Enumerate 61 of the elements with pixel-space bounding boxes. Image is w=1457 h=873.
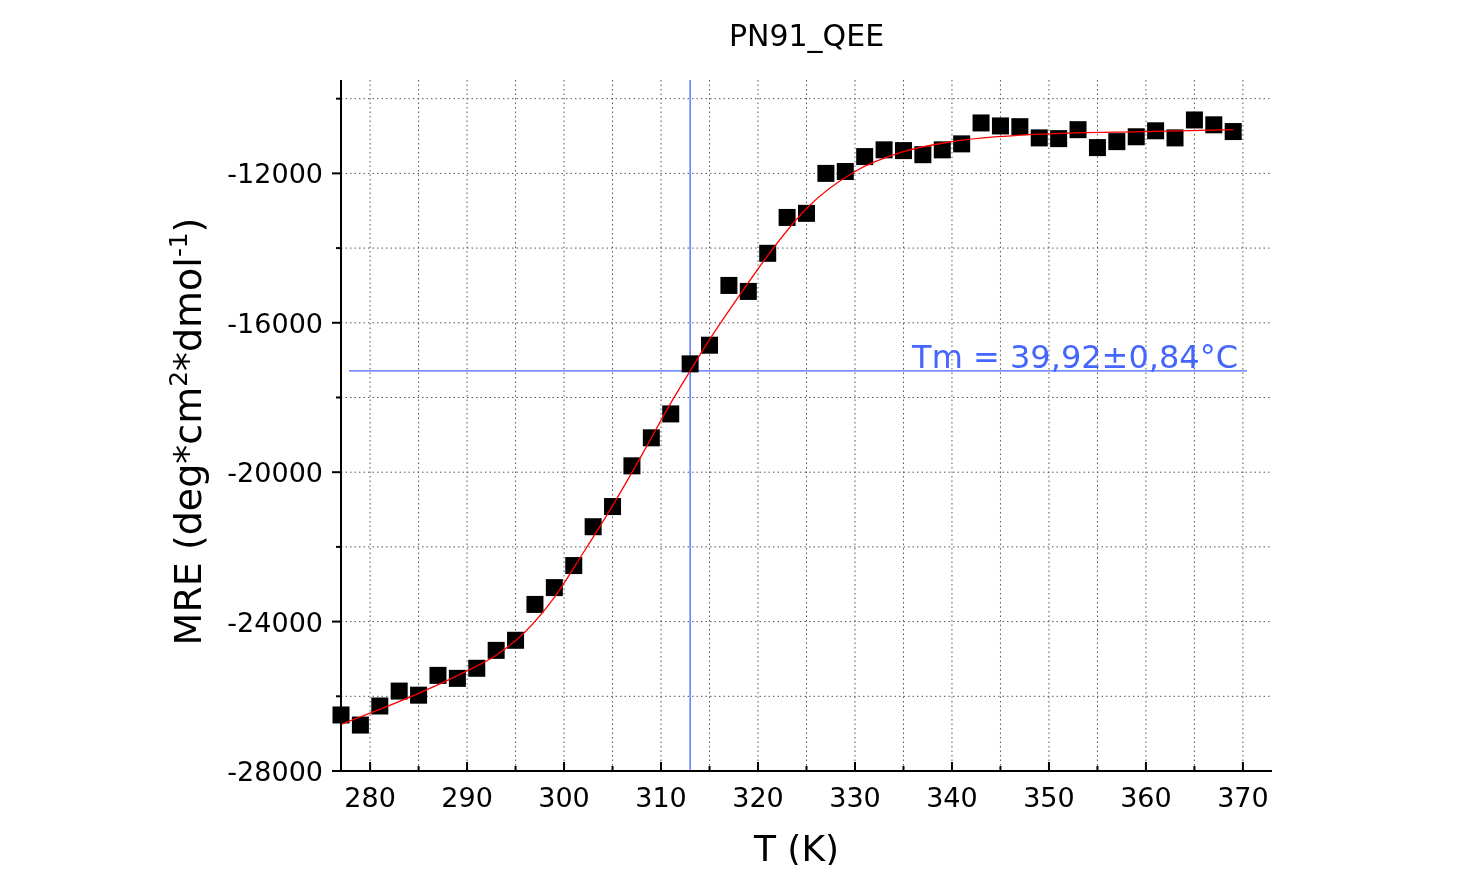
point	[642, 429, 660, 447]
point	[1088, 139, 1106, 157]
point	[856, 148, 874, 166]
point	[681, 355, 699, 373]
point	[798, 204, 815, 222]
point	[933, 141, 951, 159]
point	[1011, 118, 1029, 136]
x-tick-label: 290	[441, 782, 493, 813]
x-tick-label: 360	[1120, 782, 1172, 813]
point	[448, 669, 466, 687]
point	[1050, 130, 1068, 148]
point	[1205, 116, 1223, 134]
point	[526, 595, 544, 613]
chart-title: PN91_QEE	[728, 18, 885, 53]
point	[390, 682, 408, 700]
annotation: Tm = 39,92±0,84°C	[911, 338, 1238, 377]
point	[914, 146, 932, 164]
x-tick-label: 280	[344, 782, 396, 813]
x-tick-label: 340	[926, 782, 978, 813]
point	[468, 659, 486, 677]
point	[487, 641, 505, 659]
x-tick-label: 330	[829, 782, 881, 813]
point	[778, 208, 796, 226]
point	[1147, 122, 1165, 140]
point	[1166, 129, 1184, 147]
y-tick-label: -16000	[227, 307, 323, 339]
y-tick-label: -28000	[227, 756, 323, 787]
point	[972, 114, 990, 132]
x-tick-label: 320	[732, 782, 784, 813]
x-tick-label: 310	[635, 782, 687, 813]
point	[371, 697, 389, 715]
point	[720, 276, 738, 294]
point	[545, 579, 563, 597]
point	[1030, 129, 1048, 147]
x-tick-label: 350	[1023, 782, 1075, 813]
y-tick-label: -24000	[227, 606, 323, 638]
point	[351, 716, 369, 734]
point	[991, 117, 1009, 135]
y-tick-label: -20000	[227, 457, 323, 489]
point	[410, 686, 428, 704]
point	[836, 163, 854, 181]
point	[1127, 128, 1145, 146]
point	[701, 336, 719, 354]
point	[875, 141, 893, 159]
point	[739, 282, 757, 300]
point	[953, 135, 971, 153]
y-tick-label: -12000	[227, 158, 323, 190]
point	[604, 498, 622, 516]
point	[1185, 111, 1203, 129]
x-tick-label: 370	[1217, 782, 1269, 813]
point	[1069, 121, 1087, 139]
point	[894, 142, 912, 160]
x-tick-label: 300	[538, 782, 590, 813]
point	[623, 457, 641, 475]
point	[429, 666, 447, 684]
point	[584, 518, 602, 536]
point	[1224, 123, 1242, 141]
point	[1108, 133, 1126, 151]
point	[565, 557, 583, 575]
point	[817, 164, 835, 182]
point	[662, 405, 680, 423]
